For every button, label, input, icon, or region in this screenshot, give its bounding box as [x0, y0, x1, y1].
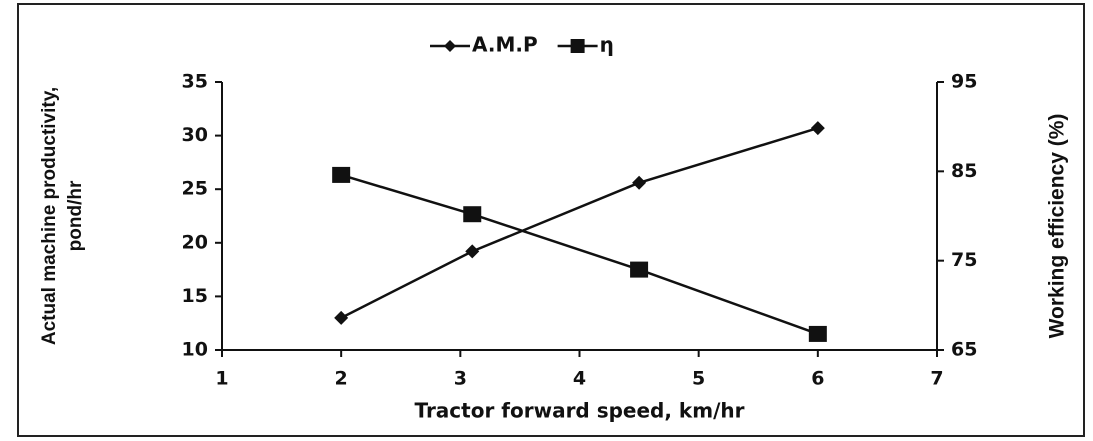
series-line	[340, 173, 819, 336]
y-axis-label-line: Actual machine productivity,	[39, 87, 60, 345]
diamond-marker	[465, 244, 480, 259]
x-tick-label: 6	[811, 368, 824, 390]
y-tick-label: 15	[182, 285, 208, 307]
x-tick-label: 7	[930, 368, 943, 390]
y2-tick-label: 85	[951, 160, 977, 182]
x-tick-label: 1	[215, 368, 228, 390]
square-marker	[808, 325, 827, 342]
square-marker	[332, 166, 351, 183]
x-tick-label: 5	[692, 368, 705, 390]
diamond-marker	[334, 310, 349, 325]
y2-axis-label: Working efficiency (%)	[1046, 114, 1069, 339]
legend-label: η	[600, 33, 614, 57]
y-axis-label-line: pond/hr	[65, 180, 86, 251]
x-tick-label: 2	[335, 368, 348, 390]
diamond-marker	[632, 175, 647, 190]
legend-marker	[444, 40, 456, 52]
legend-label: A.M.P	[472, 33, 538, 57]
legend-marker	[570, 39, 585, 53]
y2-tick-label: 75	[951, 249, 977, 271]
x-tick-label: 3	[454, 368, 467, 390]
x-tick-label: 4	[573, 368, 586, 390]
y2-tick-label: 65	[951, 339, 977, 361]
y2-tick-label: 95	[951, 71, 977, 93]
y-tick-label: 10	[182, 339, 208, 361]
diamond-marker	[810, 121, 825, 136]
y-tick-label: 20	[182, 231, 208, 253]
y-tick-label: 25	[182, 178, 208, 200]
square-marker	[463, 206, 482, 223]
y-tick-label: 30	[182, 124, 208, 146]
series-line	[340, 126, 819, 319]
frame	[17, 3, 1085, 437]
square-marker	[630, 261, 649, 278]
x-axis-label: Tractor forward speed, km/hr	[415, 399, 745, 423]
y-tick-label: 35	[182, 71, 208, 93]
y-axis-label: Actual machine productivity, pond/hr	[39, 87, 86, 345]
